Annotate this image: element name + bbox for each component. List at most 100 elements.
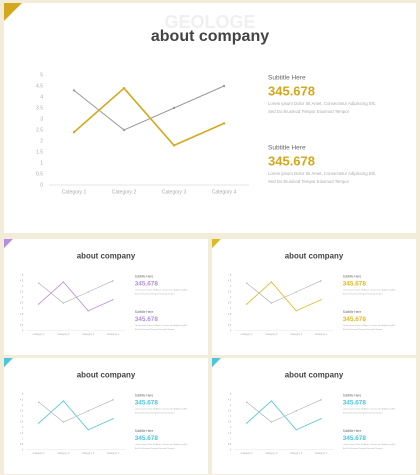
y-tick-label: 3 <box>230 296 232 299</box>
slide-bg <box>212 239 416 355</box>
x-tick-label: Category 1 <box>33 333 46 336</box>
y-tick-label: 4.5 <box>228 280 232 283</box>
subtitle: Subtitle Here <box>135 310 154 314</box>
x-tick-label: Category 1 <box>241 452 254 455</box>
body-text: Lorem ipsum Dolor Sit Amet, Consectetur … <box>343 407 396 410</box>
y-tick-label: 5 <box>40 72 43 78</box>
slide: about company 0 0.5 1 1.5 2 2.5 3 3.5 4 4.5 5 Catego… <box>212 358 416 474</box>
slide-bg <box>4 239 208 355</box>
point <box>122 128 126 132</box>
x-tick-label: Category 2 <box>57 333 70 336</box>
x-tick-label: Category 4 <box>315 452 328 455</box>
y-tick-label: 3 <box>22 415 24 418</box>
corner-mark <box>4 3 22 21</box>
y-tick-label: 1 <box>22 318 24 321</box>
y-tick-label: 5 <box>230 274 232 277</box>
value: 345.678 <box>343 281 367 288</box>
y-tick-label: 0 <box>22 448 24 451</box>
corner-mark <box>212 239 221 249</box>
body-text: Lorem ipsum Dolor Sit Amet, Consectetur … <box>135 288 188 291</box>
y-tick-label: 2 <box>22 426 24 429</box>
x-tick-label: Category 1 <box>241 333 254 336</box>
value: 345.678 <box>343 435 367 442</box>
y-tick-label: 3 <box>230 415 232 418</box>
x-tick-label: Category 1 <box>33 452 46 455</box>
body-text: Sed Do Eiusmod Tempor Eiusmod Tempor <box>343 328 383 331</box>
y-tick-label: 3.5 <box>228 291 232 294</box>
y-tick-label: 4.5 <box>20 399 24 402</box>
y-tick-label: 0 <box>40 182 43 188</box>
slide-title: about company <box>151 28 269 45</box>
y-tick-label: 5 <box>230 393 232 396</box>
y-tick-label: 4.5 <box>20 280 24 283</box>
y-tick-label: 2 <box>40 138 43 144</box>
point <box>246 401 248 403</box>
x-tick-label: Category 2 <box>265 333 278 336</box>
series-line <box>38 281 114 312</box>
body-text: Lorem ipsum Dolor Sit Amet, Consectetur … <box>135 443 188 446</box>
y-tick-label: 2.5 <box>36 127 43 133</box>
body-text: Lorem ipsum Dolor Sit Amet, Consectetur … <box>268 171 376 176</box>
point <box>87 310 89 312</box>
y-tick-label: 3 <box>40 116 43 122</box>
point <box>112 418 114 420</box>
slide-title: about company <box>77 370 136 379</box>
y-tick-label: 1 <box>230 437 232 440</box>
value: 345.678 <box>135 435 159 442</box>
value: 345.678 <box>135 400 159 407</box>
subtitle: Subtitle Here <box>268 145 306 152</box>
value: 345.678 <box>268 153 315 168</box>
y-tick-label: 4 <box>22 285 24 288</box>
point <box>270 400 273 402</box>
x-tick-label: Category 4 <box>107 452 120 455</box>
y-tick-label: 2 <box>230 307 232 310</box>
subtitle: Subtitle Here <box>135 275 154 279</box>
point <box>295 310 297 312</box>
point <box>122 87 126 90</box>
corner-mark <box>4 358 13 368</box>
point <box>38 282 40 284</box>
point <box>87 429 89 431</box>
x-tick-label: Category 4 <box>315 333 328 336</box>
series-line <box>73 87 225 147</box>
x-tick-label: Category 1 <box>62 189 87 195</box>
y-tick-label: 2.5 <box>20 302 24 305</box>
body-text: Lorem ipsum Dolor Sit Amet, Consectetur … <box>135 324 188 327</box>
body-text: Sed Do Eiusmod Tempor Eiusmod Tempor <box>135 328 175 331</box>
y-tick-label: 1 <box>230 318 232 321</box>
corner-mark <box>212 358 221 368</box>
value: 345.678 <box>135 316 159 323</box>
x-tick-label: Category 3 <box>162 189 187 195</box>
point <box>112 399 114 401</box>
slide-title: about company <box>77 251 136 260</box>
body-text: Sed Do Eiusmod Tempor Eiusmod Tempor <box>135 447 175 450</box>
subtitle: Subtitle Here <box>135 429 154 433</box>
y-tick-label: 0.5 <box>20 443 24 446</box>
subtitle: Subtitle Here <box>343 394 362 398</box>
point <box>38 303 40 305</box>
point <box>270 281 273 283</box>
y-tick-label: 1.5 <box>36 149 43 155</box>
x-tick-label: Category 3 <box>82 452 95 455</box>
corner-mark <box>4 239 13 249</box>
body-text: Sed Do Eiusmod Tempor Eiusmod Tempor <box>343 447 383 450</box>
y-tick-label: 4 <box>40 94 43 100</box>
body-text: Lorem ipsum Dolor Sit Amet, Consectetur … <box>343 324 396 327</box>
y-tick-label: 5 <box>22 274 24 277</box>
point <box>62 421 65 423</box>
y-tick-label: 2 <box>22 307 24 310</box>
point <box>112 280 114 282</box>
subtitle: Subtitle Here <box>268 75 306 82</box>
x-tick-label: Category 2 <box>112 189 137 195</box>
y-tick-label: 2.5 <box>228 421 232 424</box>
subtitle: Subtitle Here <box>343 429 362 433</box>
x-tick-label: Category 2 <box>57 452 70 455</box>
point <box>295 291 297 293</box>
body-text: Sed Do Eiusmod Tempor Eiusmod Tempor <box>135 412 175 415</box>
y-tick-label: 3 <box>22 296 24 299</box>
x-tick-label: Category 2 <box>265 452 278 455</box>
point <box>246 303 248 305</box>
y-tick-label: 3.5 <box>20 410 24 413</box>
